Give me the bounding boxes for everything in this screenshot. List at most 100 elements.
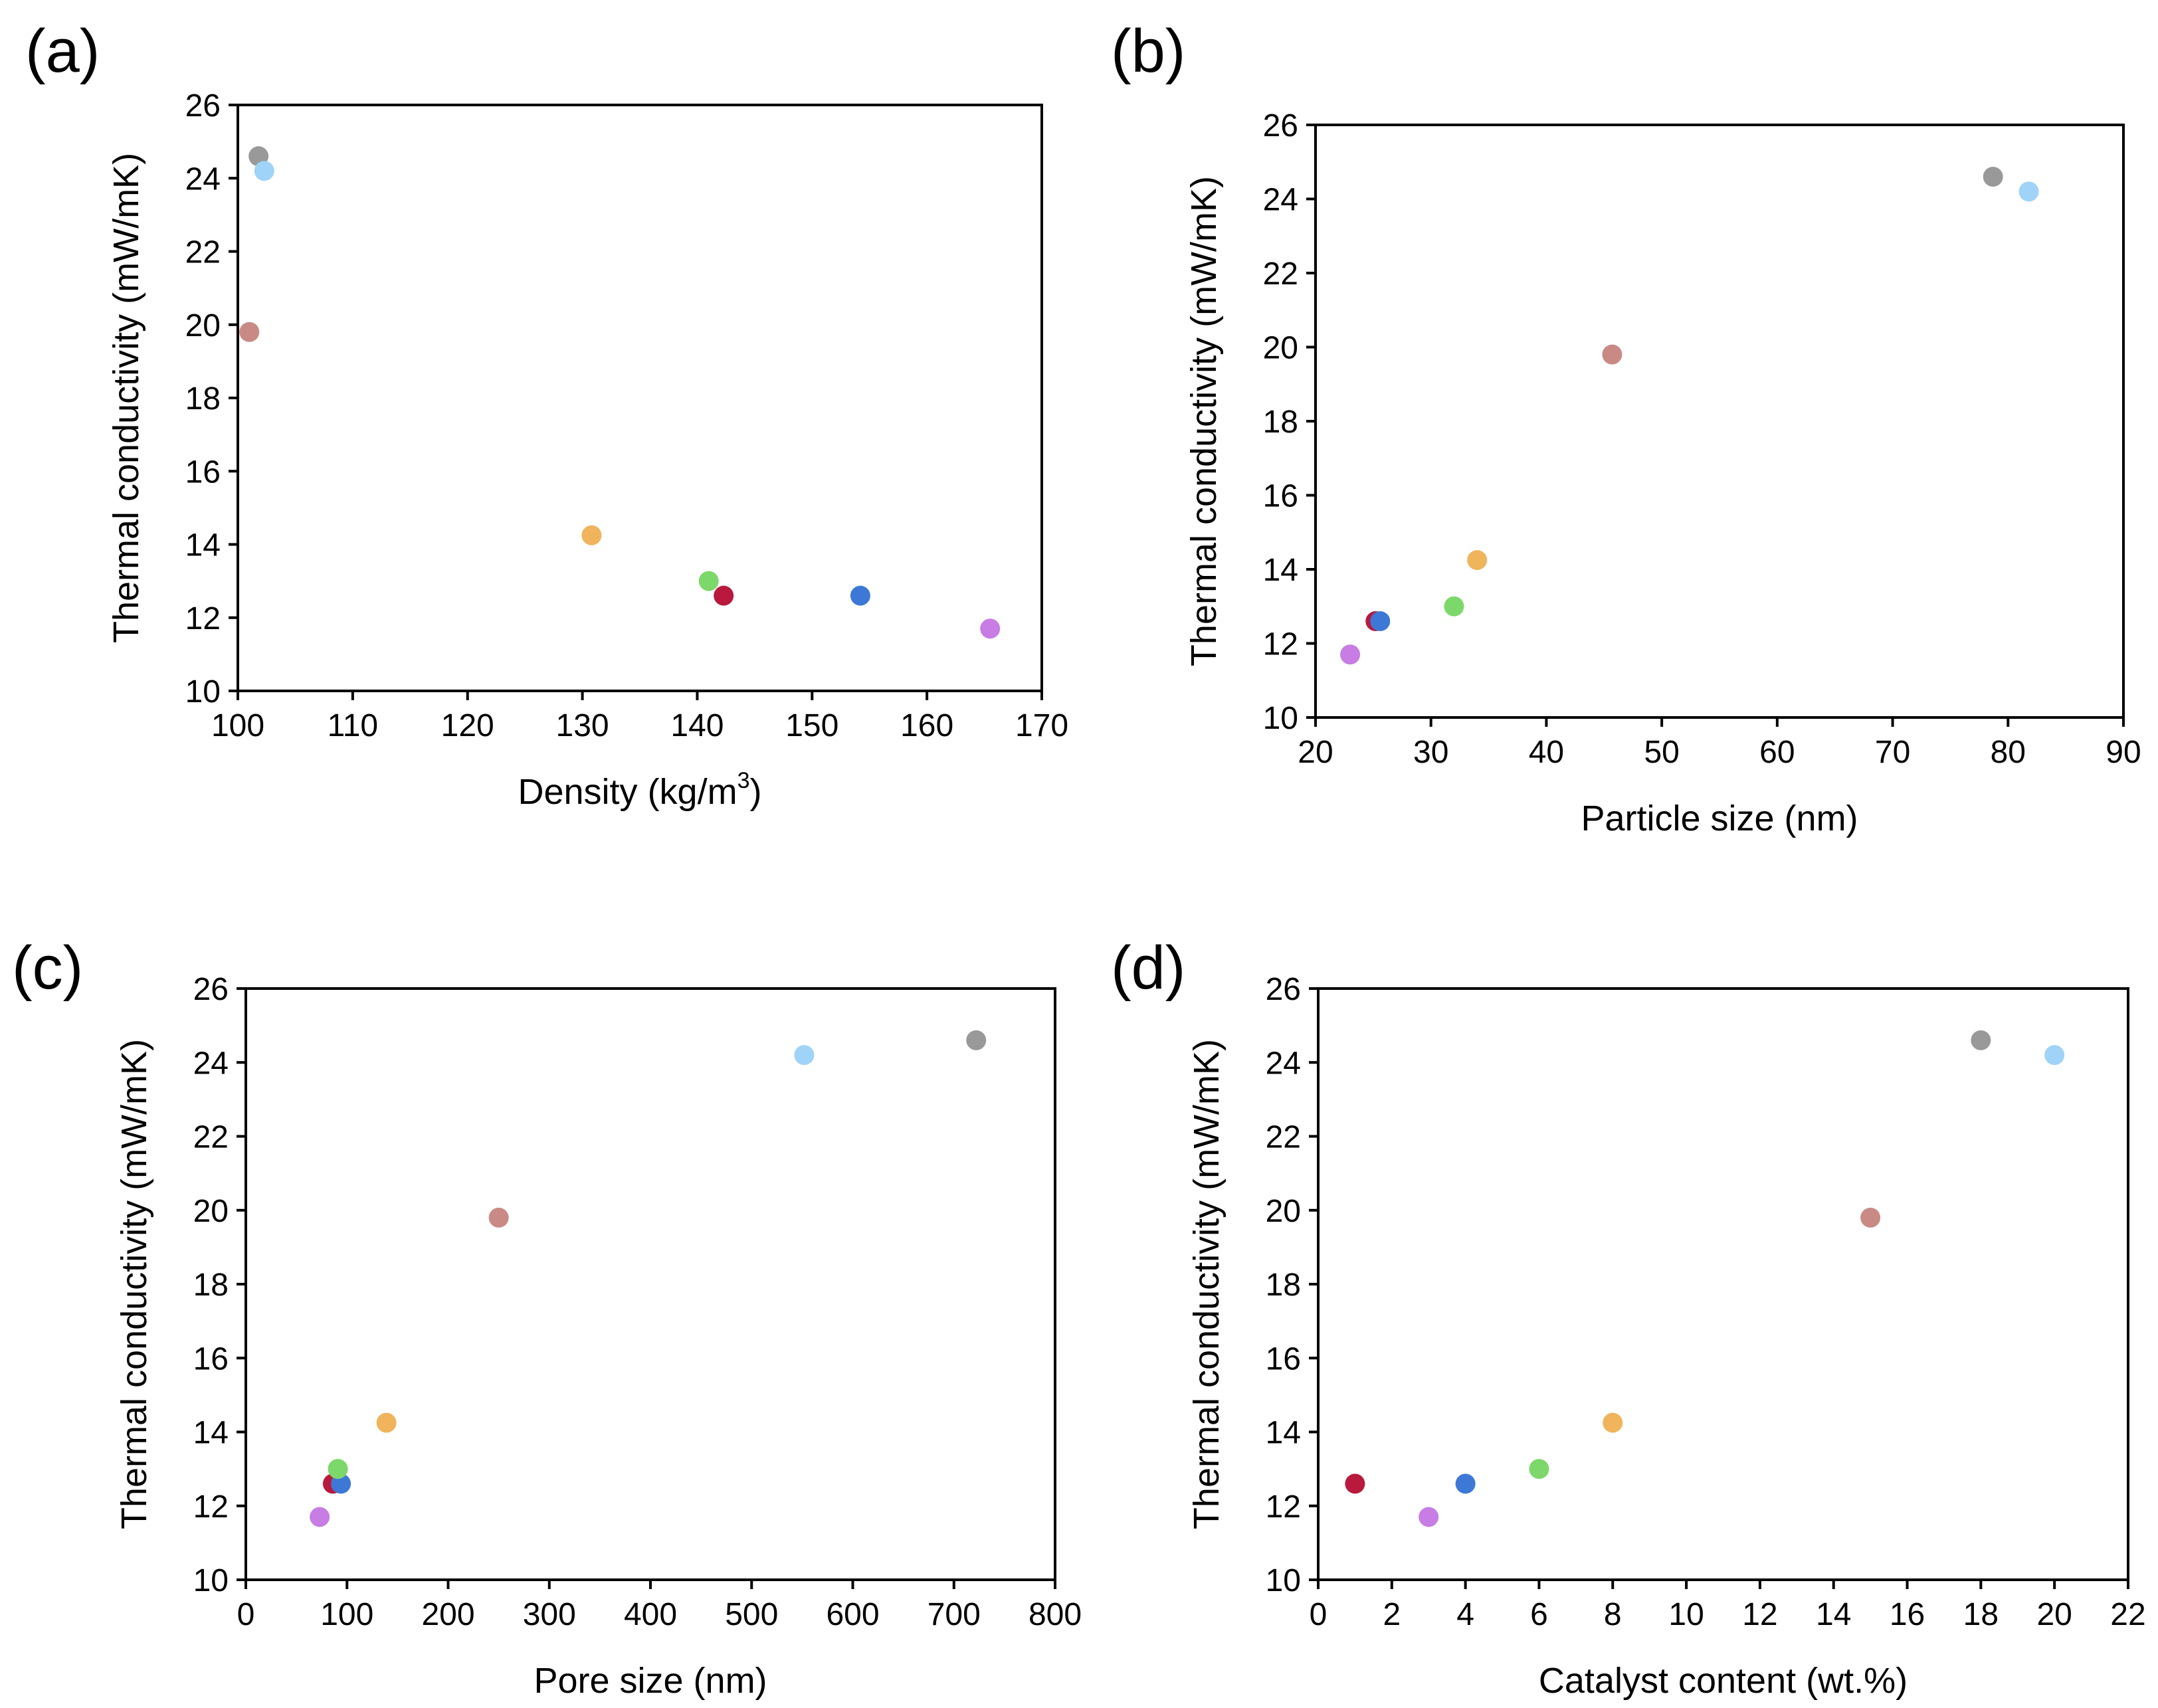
- y-tick-label: 24: [1263, 183, 1298, 218]
- x-tick-label: 18: [1963, 1597, 1999, 1632]
- y-tick-label: 16: [1266, 1341, 1301, 1376]
- y-tick-label: 14: [193, 1416, 229, 1451]
- data-point: [331, 1473, 351, 1494]
- x-tick-label: 400: [624, 1597, 677, 1632]
- data-point: [966, 1030, 987, 1050]
- x-tick-label: 200: [421, 1597, 474, 1632]
- x-tick-label: 70: [1875, 735, 1910, 770]
- data-point: [254, 161, 274, 181]
- y-tick-label: 26: [193, 972, 229, 1007]
- data-point: [1602, 344, 1622, 365]
- x-tick-label: 0: [1310, 1597, 1327, 1632]
- data-point: [376, 1412, 397, 1433]
- x-tick-label: 160: [900, 708, 953, 743]
- y-tick-label: 12: [185, 601, 221, 636]
- data-point: [1860, 1207, 1881, 1228]
- x-tick-label: 90: [2106, 735, 2141, 770]
- y-tick-label: 10: [1266, 1563, 1301, 1598]
- x-tick-label: 8: [1604, 1597, 1622, 1632]
- y-tick-label: 24: [1266, 1046, 1301, 1081]
- x-tick-label: 150: [785, 708, 838, 743]
- y-tick-label: 10: [185, 674, 221, 710]
- y-tick-label: 14: [185, 528, 221, 563]
- data-point: [1444, 596, 1464, 617]
- x-tick-label: 140: [670, 708, 724, 743]
- y-tick-label: 22: [193, 1120, 229, 1155]
- x-tick-label: 80: [1991, 735, 2026, 770]
- data-point: [1983, 167, 2003, 187]
- data-point: [1467, 550, 1488, 571]
- y-tick-label: 16: [193, 1341, 229, 1376]
- x-tick-label: 60: [1759, 735, 1795, 770]
- y-tick-label: 18: [193, 1268, 229, 1303]
- data-point: [2044, 1045, 2065, 1066]
- x-axis-title: Catalyst content (wt.%): [1539, 1661, 1908, 1701]
- x-tick-label: 16: [1890, 1597, 1925, 1632]
- x-tick-label: 0: [237, 1597, 255, 1632]
- y-tick-label: 20: [185, 308, 221, 343]
- x-tick-label: 10: [1668, 1597, 1704, 1632]
- panel-b: (b) 20 30 40 50 60 70 80 90 10 12 14 16 18 20 22 24 26 Par…: [1111, 17, 2141, 838]
- x-tick-label: 120: [441, 708, 494, 743]
- y-tick-label: 16: [185, 454, 221, 490]
- y-axis-title: Thermal conductivity (mW/mK): [114, 1039, 154, 1529]
- y-tick-label: 12: [1263, 627, 1298, 662]
- data-point: [310, 1507, 330, 1527]
- data-point: [1603, 1412, 1623, 1433]
- y-tick-label: 26: [1266, 972, 1301, 1007]
- x-tick-label: 2: [1383, 1597, 1401, 1632]
- x-tick-label: 800: [1029, 1597, 1082, 1632]
- x-tick-label: 700: [928, 1597, 981, 1632]
- y-tick-label: 16: [1263, 479, 1298, 514]
- y-tick-label: 26: [185, 88, 221, 124]
- x-tick-label: 170: [1015, 708, 1068, 743]
- data-point: [239, 322, 260, 342]
- plot-frame: [237, 104, 1043, 692]
- y-tick-label: 22: [185, 235, 221, 270]
- data-point: [1370, 611, 1391, 632]
- data-point: [714, 585, 734, 606]
- y-tick-label: 18: [1263, 405, 1298, 440]
- x-tick-label: 110: [328, 708, 379, 743]
- y-tick-label: 14: [1263, 553, 1298, 588]
- plot-frame: [1314, 124, 2125, 719]
- y-tick-label: 12: [193, 1489, 229, 1525]
- y-tick-label: 18: [185, 381, 221, 417]
- y-tick-label: 24: [193, 1046, 229, 1081]
- data-point: [794, 1045, 815, 1066]
- y-tick-label: 22: [1263, 256, 1298, 292]
- y-tick-label: 18: [1266, 1268, 1301, 1303]
- y-tick-label: 20: [1263, 331, 1298, 366]
- x-tick-label: 6: [1530, 1597, 1548, 1632]
- x-axis-title: Pore size (nm): [534, 1661, 767, 1701]
- data-point: [1971, 1030, 1991, 1050]
- y-tick-label: 22: [1266, 1120, 1301, 1155]
- data-point: [328, 1459, 348, 1479]
- plot-frame: [1317, 987, 2129, 1581]
- x-tick-label: 40: [1529, 735, 1564, 770]
- data-point: [2018, 181, 2039, 202]
- panel-label: (b): [1111, 17, 1185, 85]
- x-tick-label: 14: [1816, 1597, 1851, 1632]
- data-point: [581, 525, 602, 545]
- y-axis-title: Thermal conductivity (mW/mK): [1187, 1039, 1226, 1529]
- x-tick-label: 50: [1644, 735, 1679, 770]
- y-tick-label: 26: [1263, 108, 1298, 143]
- y-tick-label: 10: [1263, 701, 1298, 736]
- x-tick-label: 20: [1298, 735, 1333, 770]
- x-tick-label: 130: [556, 708, 609, 743]
- x-tick-label: 500: [725, 1597, 778, 1632]
- data-point: [1455, 1473, 1476, 1494]
- y-tick-label: 20: [193, 1194, 229, 1229]
- y-tick-label: 10: [193, 1563, 229, 1598]
- x-tick-label: 30: [1413, 735, 1448, 770]
- x-tick-label: 20: [2036, 1597, 2072, 1632]
- panel-label: (c): [12, 934, 83, 1002]
- data-point: [698, 571, 719, 591]
- x-axis-title: Density (kg/m3): [518, 768, 762, 812]
- data-point: [1345, 1473, 1365, 1494]
- data-point: [1340, 644, 1361, 665]
- panel-d: (d)0 2 4 6 8 10 12 14 16 18 20 22101214161820222426…: [1111, 934, 2146, 1701]
- x-tick-label: 100: [211, 708, 264, 743]
